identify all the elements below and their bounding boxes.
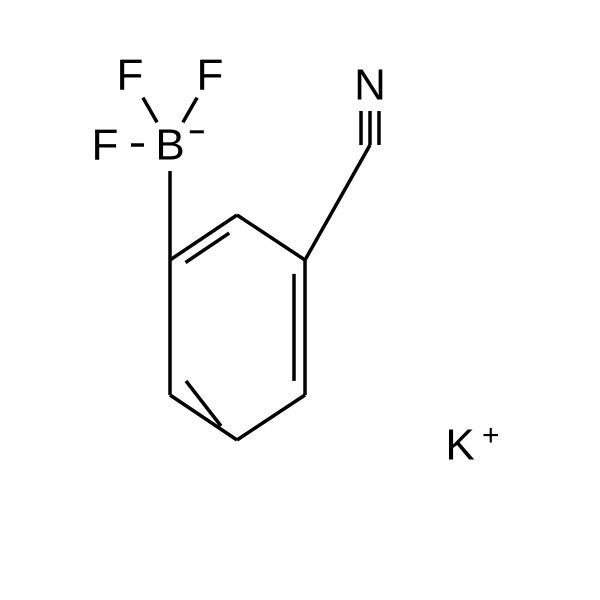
f-atom-label: F bbox=[92, 121, 119, 170]
n-atom-label: N bbox=[354, 61, 386, 110]
f-atom-label: F bbox=[117, 51, 144, 100]
f-atom-label: F bbox=[197, 51, 224, 100]
positive-charge: + bbox=[482, 419, 500, 452]
b-atom-label: B bbox=[155, 121, 184, 170]
k-atom-label: K bbox=[445, 421, 474, 470]
molecule-diagram: NBFFFK+ bbox=[0, 0, 600, 600]
